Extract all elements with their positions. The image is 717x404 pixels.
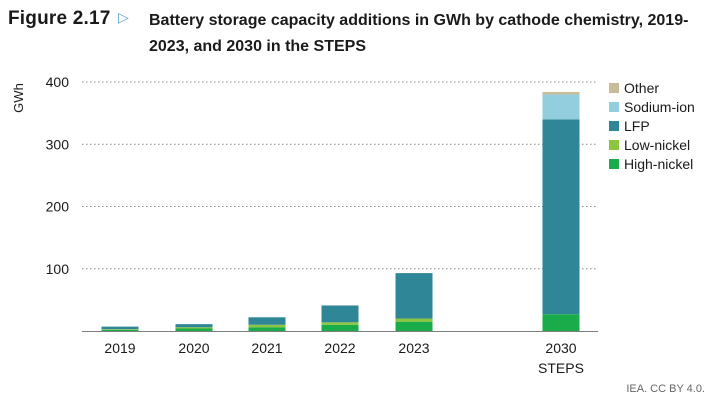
bar-segment (175, 324, 213, 328)
x-tick-label: 2030 (545, 340, 576, 356)
legend-swatch (609, 102, 619, 112)
bar-segment (542, 94, 580, 120)
legend-label: Other (624, 80, 659, 96)
x-tick-label: 2021 (251, 340, 282, 356)
figure-label: Figure 2.17 (8, 8, 111, 29)
bar-segment (395, 318, 433, 322)
bar-segment (542, 314, 580, 331)
x-tick-sublabel: STEPS (538, 360, 584, 376)
y-tick-label: 400 (46, 74, 70, 90)
bar-segment (175, 327, 213, 329)
bar-segment (542, 119, 580, 315)
bar-segment (321, 305, 359, 323)
bar-segment (101, 329, 139, 330)
bar-segment (395, 273, 433, 319)
bar-segment (248, 324, 286, 328)
y-tick-label: 300 (46, 136, 70, 152)
legend-swatch (609, 121, 619, 131)
credit-text: IEA. CC BY 4.0. (626, 383, 705, 395)
figure-title: Battery storage capacity additions in GW… (149, 12, 689, 55)
legend-swatch (609, 159, 619, 169)
bar-segment (248, 317, 286, 325)
legend-swatch (609, 140, 619, 150)
bar-segment (248, 327, 286, 331)
legend-label: High-nickel (624, 156, 693, 172)
y-tick-label: 100 (46, 261, 70, 277)
bar-segment (175, 328, 213, 331)
x-tick-label: 2019 (104, 340, 135, 356)
bar-segment (542, 91, 580, 95)
bar-segment (321, 322, 359, 325)
bar-segment (101, 326, 139, 330)
triangle-right-icon: ▷ (118, 9, 129, 25)
x-tick-label: 2023 (398, 340, 429, 356)
y-axis-label: GWh (11, 83, 26, 113)
legend-swatch (609, 83, 619, 93)
bar-segment (101, 329, 139, 331)
legend-label: Low-nickel (624, 137, 690, 153)
bar-segment (395, 321, 433, 331)
legend-label: Sodium-ion (624, 99, 695, 115)
x-tick-label: 2020 (178, 340, 209, 356)
legend-label: LFP (624, 118, 650, 134)
x-tick-label: 2022 (324, 340, 355, 356)
y-tick-label: 200 (46, 199, 70, 215)
bar-segment (321, 324, 359, 331)
